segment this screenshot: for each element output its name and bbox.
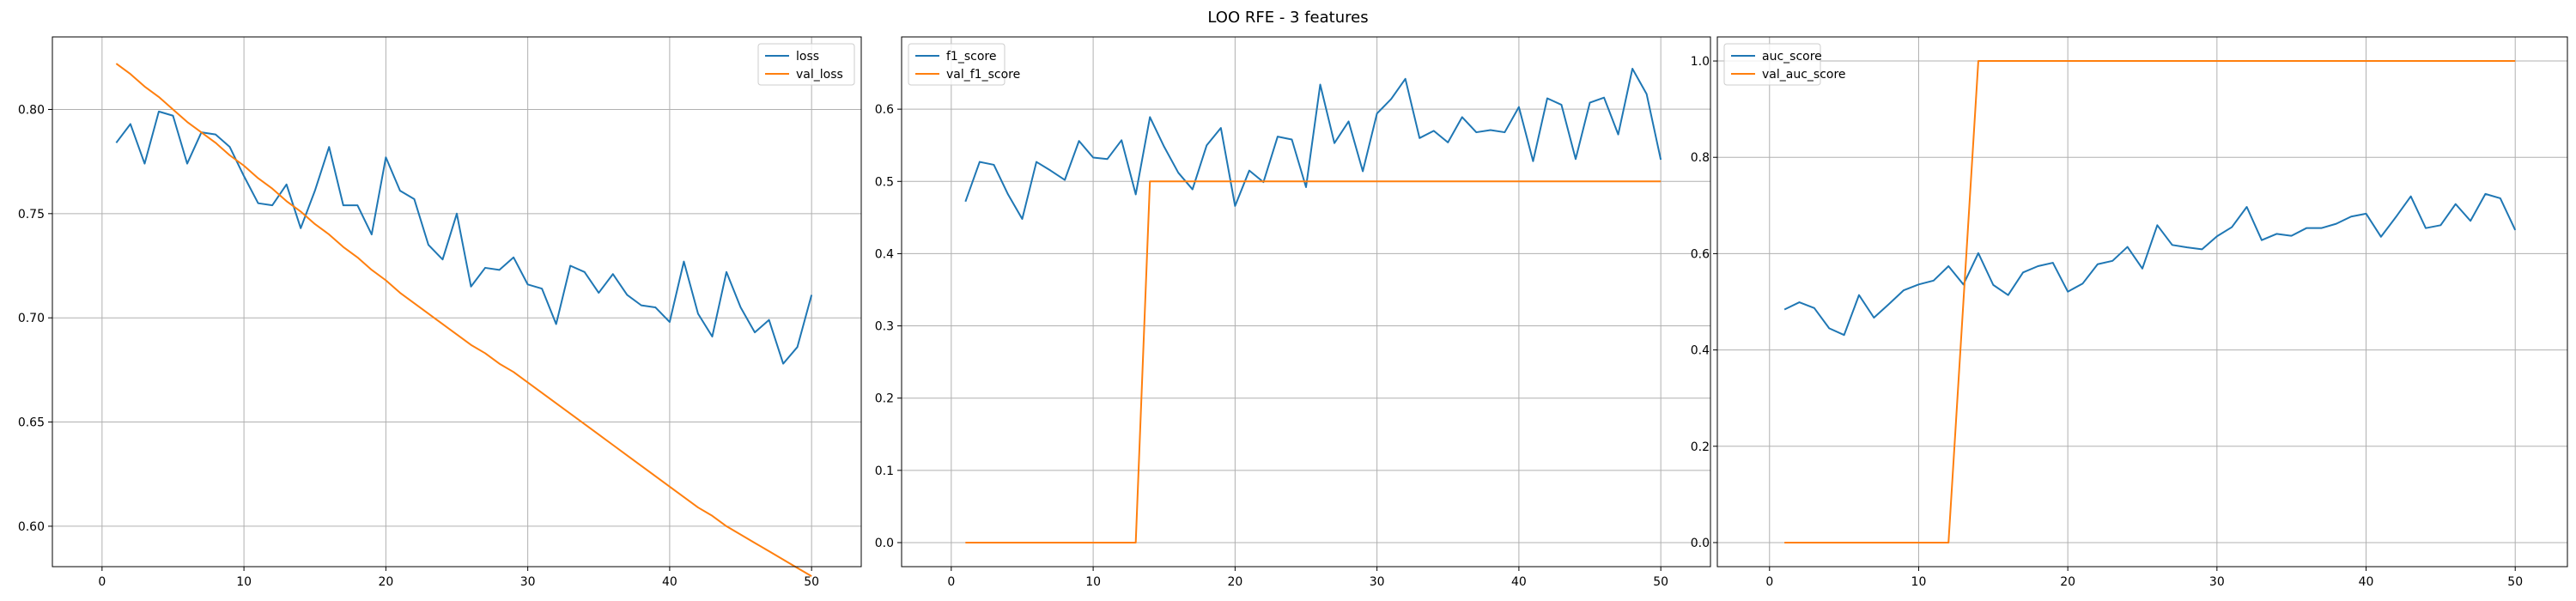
x-tick-label: 30 xyxy=(2209,575,2225,589)
legend: auc_score val_auc_score xyxy=(1723,43,1846,86)
x-tick-label: 40 xyxy=(662,575,677,589)
legend-label-f1_score: f1_score xyxy=(946,50,996,64)
figure-title: LOO RFE - 3 features xyxy=(1207,9,1369,27)
y-tick-label: 0.0 xyxy=(1691,537,1710,550)
x-tick-label: 10 xyxy=(1911,575,1927,589)
y-tick-label: 0.6 xyxy=(1691,247,1710,261)
legend-label-val_auc_score: val_auc_score xyxy=(1762,68,1846,82)
legend-label-loss: loss xyxy=(796,50,819,64)
x-tick-label: 0 xyxy=(947,575,955,589)
chart-panel-2: 0 10 20 30 40 50 0.0 0.1 0.2 0.3 0.4 0.5 0.6 f1_score… xyxy=(875,36,1711,589)
legend-label-val_loss: val_loss xyxy=(796,68,843,82)
y-tick-label: 0.2 xyxy=(1691,440,1710,454)
legend: loss val_loss xyxy=(757,43,855,86)
x-tick-label: 50 xyxy=(804,575,819,589)
series-line-loss xyxy=(115,110,813,365)
legend-label-val_f1_score: val_f1_score xyxy=(946,68,1020,82)
legend: f1_score val_f1_score xyxy=(908,43,1020,86)
y-tick-label: 0.8 xyxy=(1691,151,1710,165)
y-tick-label: 0.5 xyxy=(875,175,894,189)
x-tick-label: 20 xyxy=(1227,575,1242,589)
x-tick-label: 0 xyxy=(98,575,106,589)
x-tick-label: 50 xyxy=(2507,575,2523,589)
x-tick-label: 40 xyxy=(2359,575,2374,589)
y-tick-label: 0.2 xyxy=(875,392,894,406)
x-tick-label: 20 xyxy=(2060,575,2075,589)
x-tick-label: 40 xyxy=(1511,575,1527,589)
legend-label-auc_score: auc_score xyxy=(1762,50,1822,64)
y-tick-label: 0.6 xyxy=(875,103,894,117)
x-tick-label: 0 xyxy=(1765,575,1773,589)
y-tick-label: 0.4 xyxy=(1691,344,1710,358)
series-line-auc_score xyxy=(1783,192,2517,337)
y-tick-label: 0.0 xyxy=(875,537,894,550)
axes-frame xyxy=(1716,36,2568,568)
y-tick-label: 0.4 xyxy=(875,247,894,261)
x-tick-label: 30 xyxy=(1370,575,1385,589)
chart-panel-1: 0 10 20 30 40 50 0.60 0.65 0.70 0.75 0.80 loss val_l… xyxy=(18,36,862,589)
axes-frame xyxy=(901,36,1711,568)
x-tick-label: 20 xyxy=(378,575,393,589)
y-tick-label: 0.3 xyxy=(875,320,894,334)
chart-panel-3: 0 10 20 30 40 50 0.0 0.2 0.4 0.6 0.8 1.0 auc_scoreva… xyxy=(1691,36,2568,589)
series-line-val_f1_score xyxy=(965,180,1662,543)
x-tick-label: 50 xyxy=(1653,575,1668,589)
series-line-val_loss xyxy=(115,63,812,578)
series-line-f1_score xyxy=(964,68,1662,221)
y-tick-label: 0.75 xyxy=(18,208,45,222)
x-tick-label: 30 xyxy=(520,575,536,589)
y-tick-label: 1.0 xyxy=(1691,55,1710,69)
y-tick-label: 0.1 xyxy=(875,464,894,478)
y-tick-label: 0.60 xyxy=(18,520,45,534)
series-line-val_auc_score xyxy=(1784,60,2516,543)
axes-frame xyxy=(52,36,862,568)
x-tick-label: 10 xyxy=(236,575,252,589)
y-tick-label: 0.65 xyxy=(18,416,45,430)
x-tick-label: 10 xyxy=(1085,575,1101,589)
y-tick-label: 0.70 xyxy=(18,312,45,325)
y-tick-label: 0.80 xyxy=(18,103,45,117)
